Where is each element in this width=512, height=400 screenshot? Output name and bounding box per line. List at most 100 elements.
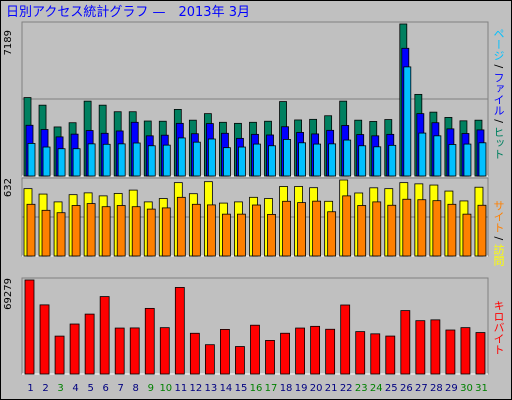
top-panel-legend: ページ / ファイル / ヒット: [492, 28, 505, 159]
top-bar-ページ: [223, 147, 231, 177]
bottom-bar-キロバイト: [445, 329, 456, 375]
bottom-bar-キロバイト: [385, 335, 396, 375]
top-legend-part: /: [492, 115, 505, 127]
top-bar-ページ: [328, 143, 337, 177]
bottom-bar-キロバイト: [295, 327, 305, 375]
bottom-bar-キロバイト: [159, 327, 170, 375]
bottom-bar-キロバイト: [114, 327, 125, 375]
middle-bar-サイト: [26, 203, 36, 257]
day-label: 27: [415, 383, 428, 394]
day-label: 3: [57, 383, 63, 394]
day-label: 15: [235, 383, 248, 394]
top-bar-ページ: [102, 143, 111, 177]
mid-legend-part: サイト: [492, 200, 505, 233]
day-label: 19: [295, 383, 308, 394]
mid-legend-part: 訪問: [492, 243, 505, 266]
day-label: 29: [445, 383, 458, 394]
top-bar-ページ: [57, 148, 66, 177]
top-bar-ページ: [298, 142, 306, 177]
bottom-bar-キロバイト: [430, 319, 441, 375]
middle-bar-サイト: [146, 208, 156, 257]
middle-bar-サイト: [116, 205, 126, 257]
day-label: 28: [430, 383, 443, 394]
middle-bar-サイト: [71, 205, 81, 257]
middle-bar-サイト: [402, 198, 412, 257]
middle-bar-サイト: [131, 206, 141, 257]
bottom-legend-part: キロバイト: [492, 300, 505, 355]
day-label: 1: [27, 383, 33, 394]
bottom-bar-キロバイト: [370, 333, 381, 375]
top-bar-ページ: [388, 144, 397, 177]
top-bar-ページ: [42, 146, 51, 177]
bottom-bar-キロバイト: [280, 332, 290, 375]
top-bar-ページ: [433, 135, 442, 177]
top-legend-part: ヒット: [492, 126, 505, 160]
day-label: 25: [385, 383, 398, 394]
day-label: 4: [72, 383, 78, 394]
bottom-bar-キロバイト: [189, 332, 200, 375]
bottom-bar-キロバイト: [355, 331, 366, 375]
top-bar-ページ: [418, 132, 427, 177]
middle-bar-サイト: [206, 204, 216, 257]
day-label: 18: [280, 383, 293, 394]
top-bar-ページ: [448, 144, 457, 177]
middle-bar-サイト: [417, 199, 427, 257]
day-label: 2: [42, 383, 48, 394]
top-bar-ページ: [268, 145, 276, 177]
bottom-bar-キロバイト: [415, 320, 426, 375]
top-bar-ページ: [147, 145, 156, 177]
day-label: 6: [102, 383, 108, 394]
day-label: 22: [340, 383, 353, 394]
top-bar-ページ: [192, 141, 201, 177]
middle-panel-legend: サイト / 訪問: [492, 200, 505, 266]
top-bar-ページ: [162, 144, 171, 177]
middle-bar-サイト: [176, 196, 186, 257]
top-bar-ページ: [72, 148, 81, 177]
top-bar-ページ: [463, 143, 472, 177]
top-bar-ページ: [403, 66, 412, 177]
top-bar-ページ: [478, 142, 487, 177]
top-bar-ページ: [343, 139, 352, 177]
bottom-bar-キロバイト: [325, 328, 336, 375]
middle-bar-サイト: [237, 213, 246, 257]
top-bar-ページ: [283, 139, 291, 177]
day-label: 12: [190, 383, 203, 394]
middle-bar-サイト: [101, 206, 111, 257]
day-label: 13: [205, 383, 218, 394]
middle-bar-サイト: [222, 213, 231, 257]
day-label: 11: [174, 383, 187, 394]
middle-bar-サイト: [312, 200, 322, 257]
day-label: 7: [118, 383, 124, 394]
top-bar-ページ: [253, 143, 261, 177]
middle-bar-サイト: [462, 213, 472, 257]
day-label: 5: [87, 383, 93, 394]
bottom-bar-キロバイト: [54, 335, 65, 375]
day-label: 31: [475, 383, 488, 394]
bottom-bar-キロバイト: [39, 304, 50, 375]
middle-bar-サイト: [387, 204, 397, 257]
day-label: 17: [265, 383, 278, 394]
middle-bar-サイト: [447, 203, 457, 257]
bottom-bar-キロバイト: [460, 327, 471, 375]
bottom-bar-キロバイト: [235, 346, 245, 375]
day-label: 14: [220, 383, 233, 394]
middle-bar-サイト: [86, 203, 96, 257]
top-bar-ページ: [87, 143, 96, 177]
middle-bar-サイト: [282, 200, 291, 257]
day-label: 16: [250, 383, 263, 394]
chart-title: 日別アクセス統計グラフ — 2013年 3月: [6, 5, 250, 20]
middle-bar-サイト: [56, 212, 66, 257]
bottom-bar-キロバイト: [475, 332, 486, 375]
top-bar-ページ: [373, 146, 382, 177]
middle-bar-サイト: [327, 211, 337, 257]
day-label: 10: [159, 383, 172, 394]
top-legend-part: ファイル: [492, 71, 505, 116]
top-bar-ページ: [238, 146, 246, 177]
middle-bar-サイト: [41, 209, 51, 257]
top-bar-ページ: [177, 137, 186, 177]
day-label: 30: [460, 383, 473, 394]
middle-bar-サイト: [432, 200, 442, 257]
day-label: 21: [325, 383, 338, 394]
bottom-bar-キロバイト: [400, 310, 411, 375]
